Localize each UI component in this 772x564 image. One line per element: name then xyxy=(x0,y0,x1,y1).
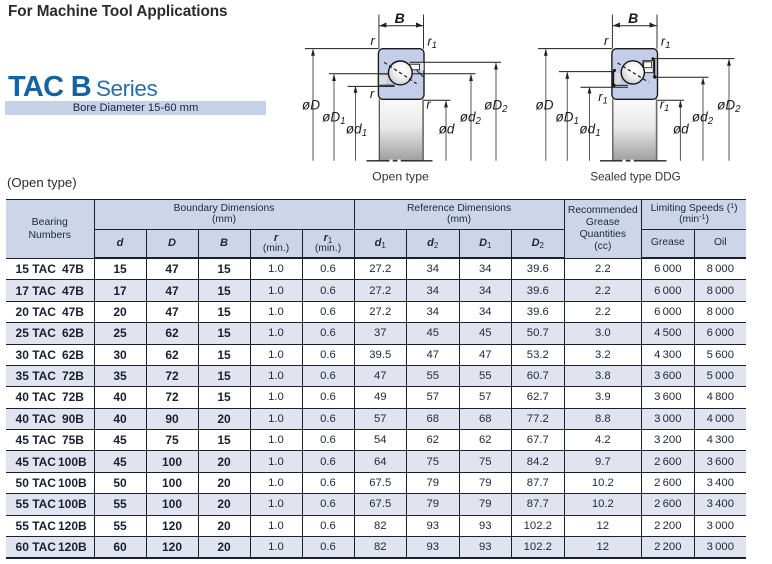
svg-text:r1: r1 xyxy=(598,89,608,106)
svg-text:øD1: øD1 xyxy=(556,110,579,128)
svg-text:ød2: ød2 xyxy=(692,110,714,128)
svg-text:Sealed type DDG: Sealed type DDG xyxy=(590,171,680,184)
svg-text:ød2: ød2 xyxy=(460,110,482,128)
svg-text:r: r xyxy=(604,33,609,48)
svg-text:ød: ød xyxy=(673,122,689,137)
svg-text:r: r xyxy=(426,96,431,111)
svg-text:B: B xyxy=(628,10,638,26)
svg-text:B: B xyxy=(395,10,405,26)
svg-text:ød: ød xyxy=(439,122,455,137)
svg-text:r1: r1 xyxy=(660,96,670,113)
svg-text:Open type: Open type xyxy=(372,170,429,184)
svg-text:øD2: øD2 xyxy=(484,97,508,115)
svg-text:ød1: ød1 xyxy=(579,122,600,140)
svg-text:r: r xyxy=(370,33,375,48)
svg-text:r1: r1 xyxy=(427,33,437,50)
svg-text:ød1: ød1 xyxy=(346,122,367,140)
svg-text:øD: øD xyxy=(302,97,320,112)
svg-text:øD1: øD1 xyxy=(322,110,345,128)
svg-text:r1: r1 xyxy=(661,33,671,50)
svg-text:øD: øD xyxy=(536,97,554,112)
svg-text:r: r xyxy=(370,86,375,101)
svg-text:øD2: øD2 xyxy=(717,97,741,115)
